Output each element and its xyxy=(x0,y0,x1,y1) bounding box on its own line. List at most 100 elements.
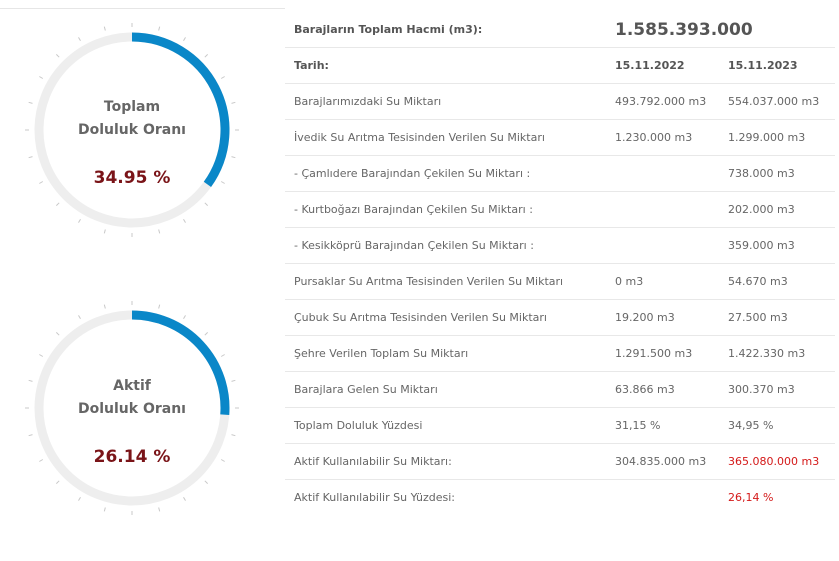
gauge-tick xyxy=(103,26,106,31)
table-row: - Çamlıdere Barajından Çekilen Su Miktar… xyxy=(285,155,836,192)
row-value-2023: 365.080.000 m3 xyxy=(719,443,836,480)
gauge-tick xyxy=(39,76,44,79)
active-fill-gauge-graphic xyxy=(25,301,239,515)
gauge-tick xyxy=(103,229,106,234)
dam-statistics-body: Barajların Toplam Hacmi (m3): 1.585.393.… xyxy=(285,12,836,515)
gauge-title: Toplam Doluluk Oranı xyxy=(22,96,242,142)
gauge-tick xyxy=(55,480,60,485)
gauge-tick xyxy=(55,202,60,207)
gauge-tick xyxy=(220,459,225,462)
row-value-2023: 1.299.000 m3 xyxy=(719,119,836,156)
gauge-title-line2: Doluluk Oranı xyxy=(78,401,186,417)
row-label: Barajlarımızdaki Su Miktarı xyxy=(285,83,606,120)
date-col-2022: 15.11.2022 xyxy=(606,47,719,84)
row-value-2023: 554.037.000 m3 xyxy=(719,83,836,120)
row-label: Barajlara Gelen Su Miktarı xyxy=(285,371,606,408)
row-label: - Kesikköprü Barajından Çekilen Su Mikta… xyxy=(285,227,606,264)
row-value-2022: 1.291.500 m3 xyxy=(606,335,719,372)
gauge-tick xyxy=(28,434,33,437)
gauge-tick xyxy=(204,331,209,336)
table-row: Aktif Kullanılabilir Su Yüzdesi: 26,14 % xyxy=(285,479,836,515)
gauge-tick xyxy=(183,496,186,501)
row-value-2022: 493.792.000 m3 xyxy=(606,83,719,120)
date-label: Tarih: xyxy=(285,47,606,84)
gauge-tick xyxy=(78,37,81,42)
gauge-tick xyxy=(220,354,225,357)
gauge-tick xyxy=(55,331,60,336)
total-volume-row: Barajların Toplam Hacmi (m3): 1.585.393.… xyxy=(285,12,835,48)
gauge-tick xyxy=(158,229,161,234)
table-row: Aktif Kullanılabilir Su Miktarı: 304.835.… xyxy=(285,443,836,480)
row-value-2023: 54.670 m3 xyxy=(719,263,836,300)
gauge-tick xyxy=(231,434,236,437)
table-row: Barajlara Gelen Su Miktarı 63.866 m3 300.3… xyxy=(285,371,836,408)
gauge-tick xyxy=(28,156,33,159)
gauge-tick xyxy=(231,379,236,382)
gauge-value: 34.95 % xyxy=(93,168,171,188)
row-value-2022 xyxy=(606,479,719,515)
row-value-2022: 63.866 m3 xyxy=(606,371,719,408)
row-value-2022: 31,15 % xyxy=(606,407,719,444)
row-label: - Kurtboğazı Barajından Çekilen Su Mikta… xyxy=(285,191,606,228)
date-header-row: Tarih: 15.11.2022 15.11.2023 xyxy=(285,47,836,84)
total-volume-value: 1.585.393.000 xyxy=(615,19,753,40)
table-row: İvedik Su Arıtma Tesisinden Verilen Su M… xyxy=(285,119,836,156)
gauge-tick xyxy=(220,181,225,184)
row-label: - Çamlıdere Barajından Çekilen Su Miktar… xyxy=(285,155,606,192)
row-value-2022 xyxy=(606,191,719,228)
row-value-2022 xyxy=(606,155,719,192)
gauge-tick xyxy=(39,181,44,184)
gauge-ticks xyxy=(25,301,239,515)
gauge-tick xyxy=(78,496,81,501)
total-fill-gauge-graphic xyxy=(25,23,239,237)
top-divider xyxy=(0,8,285,9)
row-value-2022 xyxy=(606,227,719,264)
gauge-tick xyxy=(220,76,225,79)
table-row: - Kesikköprü Barajından Çekilen Su Mikta… xyxy=(285,227,836,264)
row-value-2023: 300.370 m3 xyxy=(719,371,836,408)
gauge-tick xyxy=(103,507,106,512)
row-value-2023: 27.500 m3 xyxy=(719,299,836,336)
gauge-tick xyxy=(231,156,236,159)
row-value-2022: 0 m3 xyxy=(606,263,719,300)
gauge-tick xyxy=(28,379,33,382)
gauge-tick xyxy=(55,53,60,58)
row-value-2023: 34,95 % xyxy=(719,407,836,444)
row-label: İvedik Su Arıtma Tesisinden Verilen Su M… xyxy=(285,119,606,156)
row-value-2022: 1.230.000 m3 xyxy=(606,119,719,156)
gauge-tick xyxy=(158,304,161,309)
row-value-2022: 304.835.000 m3 xyxy=(606,443,719,480)
gauge-ticks xyxy=(25,23,239,237)
row-label: Aktif Kullanılabilir Su Miktarı: xyxy=(285,443,606,480)
gauge-title: Aktif Doluluk Oranı xyxy=(22,375,242,421)
table-row: Şehre Verilen Toplam Su Miktarı 1.291.500… xyxy=(285,335,836,372)
row-value-2022: 19.200 m3 xyxy=(606,299,719,336)
gauge-tick xyxy=(204,480,209,485)
gauge-tick xyxy=(204,53,209,58)
gauge-title-line1: Toplam xyxy=(103,99,161,115)
gauge-tick xyxy=(39,354,44,357)
table-row: Barajlarımızdaki Su Miktarı 493.792.000 m… xyxy=(285,83,836,120)
gauge-title-line2: Doluluk Oranı xyxy=(78,122,186,138)
table-row: Pursaklar Su Arıtma Tesisinden Verilen S… xyxy=(285,263,836,300)
table-row: Çubuk Su Arıtma Tesisinden Verilen Su Mi… xyxy=(285,299,836,336)
dam-statistics-table: Barajların Toplam Hacmi (m3): 1.585.393.… xyxy=(285,12,836,515)
gauge-tick xyxy=(158,26,161,31)
total-fill-gauge: Toplam Doluluk Oranı 34.95 % xyxy=(22,20,242,240)
gauge-tick xyxy=(183,218,186,223)
gauge-tick xyxy=(158,507,161,512)
row-value-2023: 202.000 m3 xyxy=(719,191,836,228)
gauge-title-line1: Aktif xyxy=(113,378,151,394)
row-value-2023: 26,14 % xyxy=(719,479,836,515)
gauge-value: 26.14 % xyxy=(93,447,171,467)
gauge-tick xyxy=(204,202,209,207)
gauge-tick xyxy=(103,304,106,309)
table-row: - Kurtboğazı Barajından Çekilen Su Mikta… xyxy=(285,191,836,228)
total-volume-label: Barajların Toplam Hacmi (m3): xyxy=(294,23,483,36)
row-label: Şehre Verilen Toplam Su Miktarı xyxy=(285,335,606,372)
row-value-2023: 359.000 m3 xyxy=(719,227,836,264)
table-row: Toplam Doluluk Yüzdesi 31,15 % 34,95 % xyxy=(285,407,836,444)
row-value-2023: 1.422.330 m3 xyxy=(719,335,836,372)
gauge-fill-arc xyxy=(131,310,230,415)
row-label: Toplam Doluluk Yüzdesi xyxy=(285,407,606,444)
